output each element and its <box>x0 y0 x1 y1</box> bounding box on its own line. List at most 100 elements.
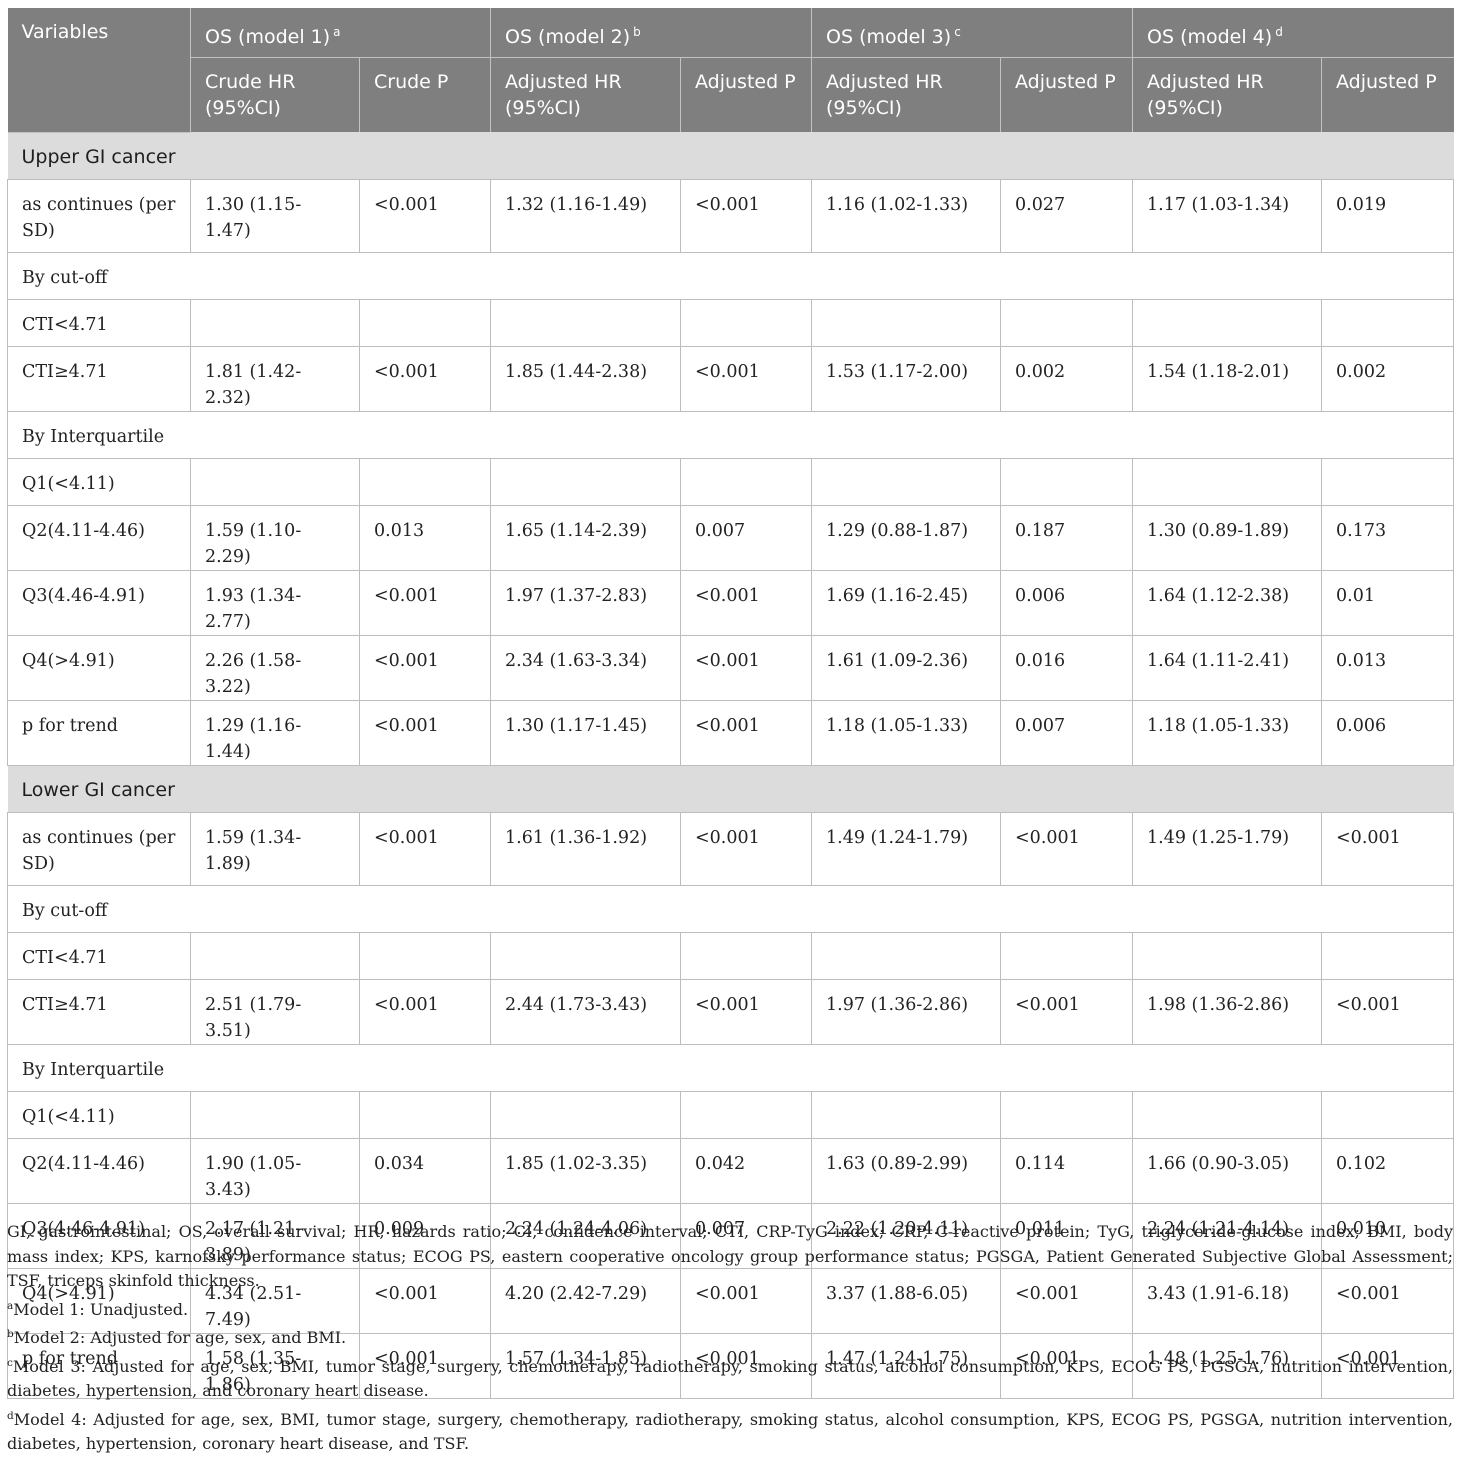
p-value-cell: 0.102 <box>1321 1138 1455 1204</box>
hr-cell: 1.49 (1.24-1.79) <box>811 812 1002 886</box>
header-group-model-3: OS (model 3) c <box>811 8 1134 58</box>
row-label: By cut-off <box>6 252 1455 300</box>
hr-cell: 1.81 (1.42-2.32) <box>190 346 360 412</box>
p-value-cell <box>1000 932 1134 980</box>
hr-cell: 1.49 (1.25-1.79) <box>1132 812 1323 886</box>
p-value-cell: <0.001 <box>359 700 491 766</box>
header-model-2-hr: Adjusted HR (95%CI) <box>490 57 681 132</box>
table-row: CTI<4.71 <box>7 299 1455 347</box>
p-value-cell: 0.173 <box>1321 505 1455 571</box>
p-value-cell: <0.001 <box>359 346 491 412</box>
hr-cell: 1.66 (0.90-3.05) <box>1132 1138 1323 1204</box>
table-row: Q3(4.46-4.91) 1.93 (1.34-2.77) <0.001 1.97 … <box>7 570 1455 636</box>
footnote-b: bModel 2: Adjusted for age, sex, and BMI… <box>7 1328 347 1347</box>
hr-cell: 1.93 (1.34-2.77) <box>190 570 360 636</box>
p-value-cell: <0.001 <box>680 979 813 1045</box>
hr-cell <box>490 1091 681 1139</box>
p-value-cell <box>359 932 491 980</box>
row-label: Q2(4.11-4.46) <box>7 505 191 571</box>
p-value-cell: <0.001 <box>359 570 491 636</box>
table-row: By Interquartile <box>6 411 1455 459</box>
hr-cell: 2.22 (1.20-4.11) <box>811 1203 1002 1269</box>
row-label: Q3(4.46-4.91) <box>7 1203 191 1269</box>
p-value-cell <box>1321 458 1455 506</box>
p-value-cell: <0.001 <box>359 635 491 701</box>
p-value-cell: 0.002 <box>1321 346 1455 412</box>
p-value-cell: <0.001 <box>1000 1268 1134 1334</box>
hr-cell: 1.47 (1.24-1.75) <box>811 1333 1002 1399</box>
p-value-cell <box>359 299 491 347</box>
p-value-cell: <0.001 <box>680 346 813 412</box>
table-row: Q1(<4.11) <box>7 458 1455 506</box>
p-value-cell <box>680 1091 813 1139</box>
hr-cell <box>811 1091 1002 1139</box>
p-value-cell: 0.011 <box>1000 1203 1134 1269</box>
p-value-cell: <0.001 <box>680 635 813 701</box>
p-value-cell <box>359 458 491 506</box>
table-footnotes: GI, gastrointestinal; OS, overall surviv… <box>7 1220 1453 1457</box>
p-value-cell <box>359 1091 491 1139</box>
section-row: Lower GI cancer <box>7 765 1454 813</box>
hr-cell: 2.34 (1.63-3.34) <box>490 635 681 701</box>
hr-cell: 1.48 (1.25-1.76) <box>1132 1333 1323 1399</box>
p-value-cell: <0.001 <box>680 1268 813 1334</box>
p-value-cell <box>1000 299 1134 347</box>
hr-cell <box>1132 932 1323 980</box>
footnote-c: cModel 3: Adjusted for age, sex, BMI, tu… <box>7 1356 1453 1401</box>
table-row: By cut-off <box>6 885 1455 933</box>
header-model-1-hr: Crude HR (95%CI) <box>190 57 360 132</box>
row-label: CTI≥4.71 <box>7 346 191 412</box>
hr-cell: 1.59 (1.10-2.29) <box>190 505 360 571</box>
row-label: CTI≥4.71 <box>7 979 191 1045</box>
hr-cell: 1.17 (1.03-1.34) <box>1132 179 1323 253</box>
header-variables: Variables <box>7 8 191 133</box>
hr-cell <box>190 1091 360 1139</box>
hr-cell <box>190 458 360 506</box>
row-label: Q1(<4.11) <box>7 1091 191 1139</box>
hr-cell: 1.65 (1.14-2.39) <box>490 505 681 571</box>
row-label: as continues (per SD) <box>7 812 191 886</box>
table-row: CTI<4.71 <box>7 932 1455 980</box>
hr-cell: 1.98 (1.36-2.86) <box>1132 979 1323 1045</box>
header-group-model-2: OS (model 2) b <box>490 8 813 58</box>
hr-cell: 1.18 (1.05-1.33) <box>811 700 1002 766</box>
abbreviations-note: GI, gastrointestinal; OS, overall surviv… <box>7 1222 1453 1290</box>
p-value-cell <box>1321 299 1455 347</box>
hr-cell: 1.61 (1.36-1.92) <box>490 812 681 886</box>
hr-cell: 3.37 (1.88-6.05) <box>811 1268 1002 1334</box>
row-label: By cut-off <box>6 885 1455 933</box>
section-title: Upper GI cancer <box>7 132 1454 180</box>
p-value-cell: 0.007 <box>1000 700 1134 766</box>
p-value-cell: 0.013 <box>1321 635 1455 701</box>
hr-cell: 2.51 (1.79-3.51) <box>190 979 360 1045</box>
footnote-d: dModel 4: Adjusted for age, sex, BMI, tu… <box>7 1409 1453 1454</box>
p-value-cell: <0.001 <box>359 1333 491 1399</box>
hr-cell: 1.64 (1.11-2.41) <box>1132 635 1323 701</box>
p-value-cell: 0.006 <box>1321 700 1455 766</box>
p-value-cell: <0.001 <box>359 179 491 253</box>
table-row: as continues (per SD) 1.30 (1.15-1.47) <0.… <box>7 179 1455 253</box>
hr-cell <box>811 299 1002 347</box>
p-value-cell: <0.001 <box>1321 1268 1455 1334</box>
table-row: p for trend 1.58 (1.35-1.86) <0.001 1.57 (1… <box>7 1333 1455 1399</box>
row-label: as continues (per SD) <box>7 179 191 253</box>
row-label: Q1(<4.11) <box>7 458 191 506</box>
hr-cell: 1.97 (1.37-2.83) <box>490 570 681 636</box>
table-row: CTI≥4.71 1.81 (1.42-2.32) <0.001 1.85 (1.44… <box>7 346 1455 412</box>
hr-cell <box>811 932 1002 980</box>
p-value-cell: 0.034 <box>359 1138 491 1204</box>
table-row: as continues (per SD) 1.59 (1.34-1.89) <0.… <box>7 812 1455 886</box>
p-value-cell: <0.001 <box>1321 979 1455 1045</box>
row-label: p for trend <box>7 1333 191 1399</box>
hr-cell: 1.57 (1.34-1.85) <box>490 1333 681 1399</box>
hr-cell <box>190 932 360 980</box>
hr-cell: 1.69 (1.16-2.45) <box>811 570 1002 636</box>
table-row: Q3(4.46-4.91) 2.17 (1.21-3.89) 0.009 2.24 (… <box>7 1203 1455 1269</box>
hr-cell <box>1132 299 1323 347</box>
p-value-cell: <0.001 <box>359 1268 491 1334</box>
p-value-cell: <0.001 <box>680 700 813 766</box>
header-model-4-p: Adjusted P <box>1321 57 1454 132</box>
results-table-container: Variables OS (model 1) a OS (model 2) b OS… <box>6 8 1455 1399</box>
hr-cell: 1.16 (1.02-1.33) <box>811 179 1002 253</box>
hr-cell <box>490 458 681 506</box>
